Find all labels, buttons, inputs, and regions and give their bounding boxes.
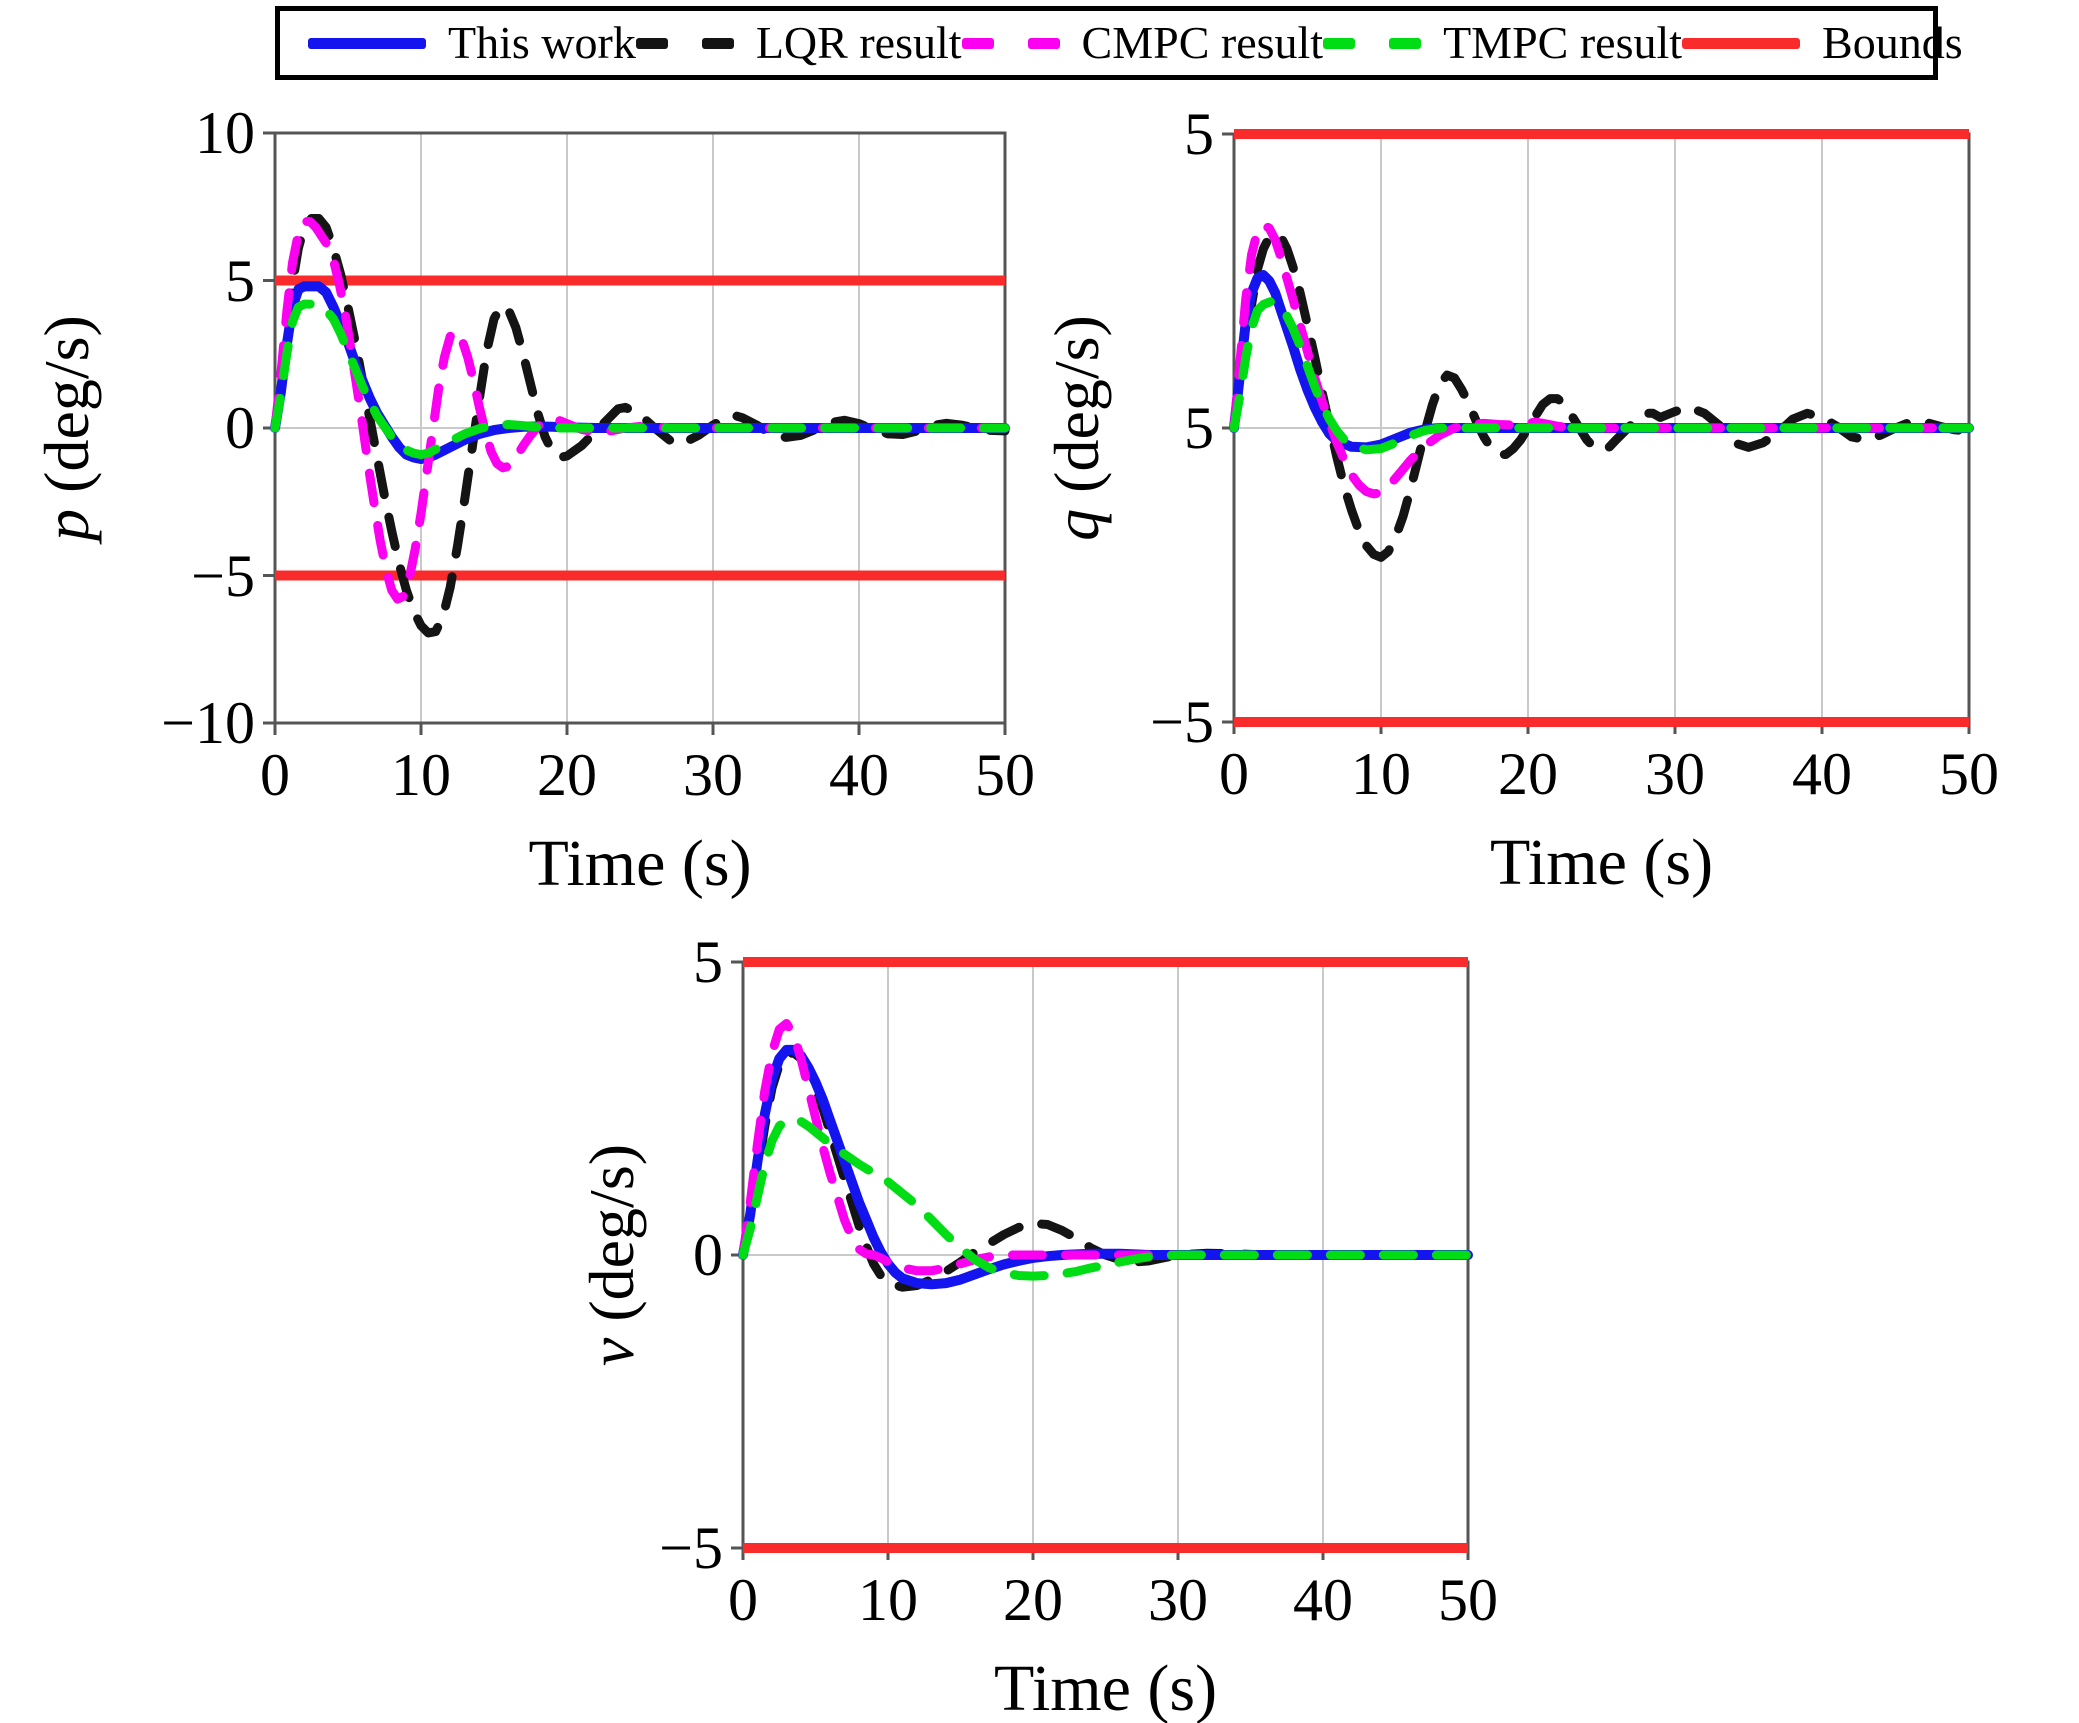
chart-q-pitch-rate: 0 10 20 30 40 50 5 5 −5 Time (s) q (deg/s) xyxy=(1041,104,1999,896)
y-axis-variable: p xyxy=(31,508,102,541)
y-axis-label: q (deg/s) xyxy=(1041,315,1112,541)
legend-label-bounds: Bounds xyxy=(1822,17,1963,68)
y-tick-label: 5 xyxy=(1184,395,1214,461)
series-cmpc-result xyxy=(270,217,1010,604)
y-tick-label: 0 xyxy=(225,395,255,461)
legend-swatch-bar xyxy=(1323,37,1356,49)
legend-item-tmpc: TMPC result xyxy=(1323,20,1682,66)
tmpc-line-swatch xyxy=(1323,37,1422,49)
y-tick-label: 5 xyxy=(693,929,723,995)
legend-item-bounds: Bounds xyxy=(1682,20,1963,66)
bounds-line-swatch xyxy=(1682,37,1801,49)
x-tick-label: 20 xyxy=(1003,1567,1063,1633)
legend-swatch-bar xyxy=(308,37,426,49)
cmpc-line-swatch xyxy=(961,37,1060,49)
x-tick-label: 10 xyxy=(858,1567,918,1633)
series-tmpc-result xyxy=(738,1114,1473,1281)
x-tick-label: 10 xyxy=(391,742,451,808)
y-axis-label: v (deg/s) xyxy=(576,1144,647,1366)
y-tick-label: 5 xyxy=(1184,101,1214,167)
chart-p-roll-rate: 0 10 20 30 40 50 10 5 0 −5 −10 Time (s) p (deg/s) xyxy=(31,103,1035,897)
legend-box: This work LQR result CMPC result TMPC re… xyxy=(275,6,1963,80)
legend-item-cmpc: CMPC result xyxy=(961,17,1324,68)
x-tick-label: 20 xyxy=(1498,741,1558,807)
y-tick-label: −10 xyxy=(161,690,255,756)
x-tick-label: 20 xyxy=(537,742,597,808)
x-axis-label: Time (s) xyxy=(993,1652,1218,1723)
plot-canvas-v xyxy=(731,957,1473,1560)
plot-canvas-p xyxy=(263,131,1010,735)
legend-label-cmpc: CMPC result xyxy=(1081,17,1324,68)
x-tick-label: 30 xyxy=(1645,741,1705,807)
legend-label-this-work: This work xyxy=(448,17,636,68)
legend-swatch-bar xyxy=(1389,37,1422,49)
x-tick-label: 50 xyxy=(975,742,1035,808)
y-tick-label: −5 xyxy=(659,1515,723,1581)
y-axis-variable: q xyxy=(1041,508,1112,541)
this-work-line-swatch xyxy=(308,37,426,49)
series-tmpc-result xyxy=(1229,297,1974,455)
legend-item-lqr: LQR result xyxy=(635,17,962,68)
legend-swatch-bar xyxy=(961,37,994,49)
x-tick-label: 50 xyxy=(1438,1567,1498,1633)
y-axis-variable: v xyxy=(576,1337,647,1367)
series-tmpc-result xyxy=(270,299,1010,460)
legend-label-lqr: LQR result xyxy=(755,17,962,68)
legend-swatch-bar xyxy=(1682,37,1801,49)
legend-item-this-work: This work xyxy=(308,20,636,66)
y-tick-label: 0 xyxy=(693,1222,723,1288)
series-lqr-result xyxy=(270,214,1010,638)
legend-swatch-bar xyxy=(635,37,668,49)
legend-swatch-bar xyxy=(701,37,734,49)
plot-canvas-q xyxy=(1222,129,1974,734)
y-axis-units: (deg/s) xyxy=(576,1143,647,1338)
x-tick-label: 40 xyxy=(1293,1567,1353,1633)
x-tick-label: 0 xyxy=(260,742,290,808)
y-axis-label: p (deg/s) xyxy=(31,315,102,541)
chart-v-velocity: 0 10 20 30 40 50 5 0 −5 Time (s) v (deg/s) xyxy=(576,932,1498,1722)
x-tick-label: 30 xyxy=(683,742,743,808)
x-tick-label: 50 xyxy=(1939,741,1999,807)
x-tick-label: 30 xyxy=(1148,1567,1208,1633)
x-tick-label: 0 xyxy=(728,1567,758,1633)
series-cmpc-result xyxy=(1229,220,1974,499)
y-tick-label: −5 xyxy=(1150,689,1214,755)
x-tick-label: 0 xyxy=(1219,741,1249,807)
legend-swatch-bar xyxy=(1027,37,1060,49)
y-axis-units: (deg/s) xyxy=(1041,315,1112,509)
lqr-line-swatch xyxy=(635,37,734,49)
y-tick-label: 5 xyxy=(225,247,255,314)
series-this-work xyxy=(738,1044,1473,1290)
y-tick-label: −5 xyxy=(191,542,255,609)
legend-label-tmpc: TMPC result xyxy=(1443,17,1683,68)
series-lqr-result xyxy=(1229,229,1974,562)
x-axis-label: Time (s) xyxy=(1489,826,1714,899)
x-tick-label: 40 xyxy=(829,742,889,808)
y-tick-label: 10 xyxy=(195,100,255,166)
series-cmpc-result xyxy=(738,1019,1473,1276)
series-this-work xyxy=(1229,270,1974,453)
x-tick-label: 40 xyxy=(1792,741,1852,807)
y-axis-units: (deg/s) xyxy=(31,315,102,509)
x-axis-label: Time (s) xyxy=(528,827,752,900)
x-tick-label: 10 xyxy=(1351,741,1411,807)
